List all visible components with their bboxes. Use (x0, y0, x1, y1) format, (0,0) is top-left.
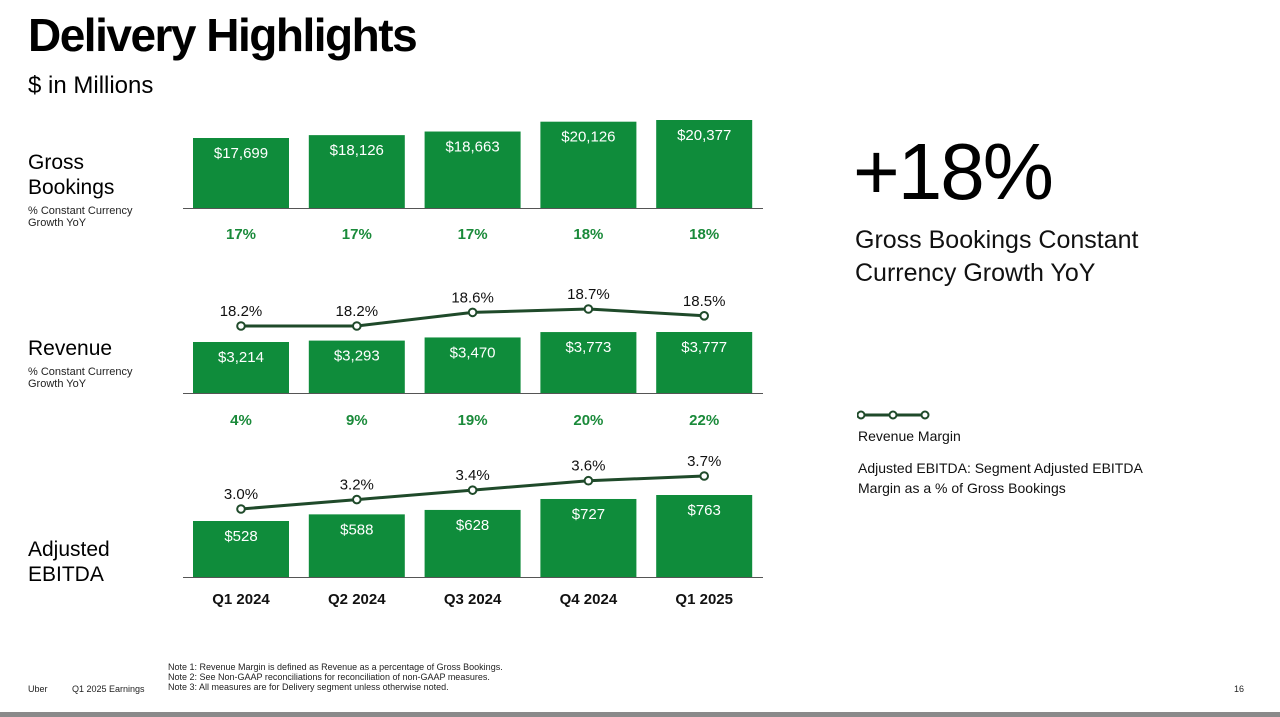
bar-value-label: $18,663 (445, 139, 499, 156)
growth-label: 17% (458, 226, 488, 243)
bar-value-label: $3,470 (450, 344, 496, 361)
margin-value-label: 18.7% (567, 286, 610, 303)
margin-point (699, 471, 710, 481)
revenue-margin-legend-icon (857, 410, 930, 420)
legend-marker (857, 410, 866, 420)
footer-notes: Note 1: Revenue Margin is defined as Rev… (168, 662, 503, 692)
footer-note: Note 2: See Non-GAAP reconciliations for… (168, 672, 490, 682)
bar-value-label: $3,293 (334, 348, 380, 365)
page-subtitle: $ in Millions (28, 72, 154, 99)
footer-brand: Uber (28, 684, 48, 694)
bar (308, 340, 405, 393)
bar-value-label: $20,126 (561, 129, 615, 146)
growth-label: 4% (230, 412, 252, 429)
bar (656, 120, 753, 208)
growth-label: 18% (573, 226, 603, 243)
margin-point (236, 504, 246, 514)
margin-value-label: 3.7% (687, 453, 721, 470)
bar (193, 138, 289, 208)
page-number: 16 (1234, 684, 1245, 694)
adjusted-ebitda-label: Adjusted EBITDA (28, 538, 110, 586)
growth-label: 19% (458, 412, 488, 429)
bar-value-label: $588 (340, 521, 373, 538)
x-tick-label: Q3 2024 (444, 591, 502, 608)
x-tick-label: Q1 2024 (212, 591, 270, 608)
bar (193, 342, 289, 393)
bar (540, 498, 637, 577)
margin-value-label: 18.5% (683, 293, 726, 310)
legend-note: Adjusted EBITDA: Segment Adjusted EBITDA… (858, 460, 1143, 496)
margin-point (583, 475, 594, 486)
x-tick-label: Q4 2024 (560, 591, 618, 608)
legend-label: Revenue Margin (858, 428, 961, 444)
revenue-sublabel: % Constant Currency Growth YoY (28, 366, 133, 390)
bar-value-label: $528 (224, 528, 257, 545)
bar (424, 509, 521, 577)
bar-value-label: $628 (456, 517, 489, 534)
margin-point (699, 311, 710, 321)
page-title: Delivery Highlights (28, 9, 418, 61)
bar-value-label: $3,777 (681, 339, 727, 356)
x-tick-label: Q2 2024 (328, 591, 386, 608)
bar-value-label: $18,126 (330, 142, 384, 159)
bar (424, 337, 521, 393)
margin-point (352, 321, 362, 331)
bar-value-label: $763 (688, 502, 721, 519)
bar (424, 131, 521, 208)
bar (308, 514, 405, 577)
margin-value-label: 18.2% (336, 303, 379, 320)
margin-value-label: 18.6% (451, 289, 494, 306)
delivery-charts: $17,699 $18,126 $18,663 $20,126 $20,377 17% 17… (183, 120, 763, 608)
footer-deck-title: Q1 2025 Earnings (72, 684, 145, 694)
growth-label: 17% (342, 226, 372, 243)
margin-value-label: 3.6% (571, 458, 605, 475)
legend-marker (888, 410, 898, 420)
margin-value-label: 3.0% (224, 486, 258, 503)
bar-value-label: $17,699 (214, 145, 268, 162)
margin-value-label: 3.2% (340, 477, 374, 494)
growth-label: 22% (689, 412, 719, 429)
gross-bookings-sublabel: % Constant Currency Growth YoY (28, 205, 133, 229)
bar (656, 332, 753, 393)
bar-value-label: $3,773 (565, 339, 611, 356)
growth-label: 20% (573, 412, 603, 429)
bar (540, 121, 637, 208)
margin-value-label: 3.4% (455, 467, 489, 484)
gross-bookings-label: Gross Bookings (28, 151, 115, 199)
margin-point (467, 307, 478, 318)
revenue-label: Revenue (28, 337, 113, 360)
bar-value-label: $3,214 (218, 349, 264, 366)
margin-point (236, 321, 246, 331)
margin-value-label: 18.2% (220, 303, 263, 320)
margin-point (467, 485, 478, 495)
margin-point (352, 494, 362, 505)
headline-growth-value: +18% (853, 127, 1054, 216)
bar-value-label: $20,377 (677, 127, 731, 144)
footer-note: Note 1: Revenue Margin is defined as Rev… (168, 662, 503, 672)
footer-note: Note 3: All measures are for Delivery se… (168, 682, 449, 692)
headline-growth-caption: Gross Bookings Constant Currency Growth … (855, 226, 1139, 287)
legend-marker (920, 410, 930, 420)
bar (540, 332, 637, 393)
bar (308, 135, 405, 208)
margin-point (583, 304, 594, 314)
bar-value-label: $727 (572, 506, 605, 523)
bar (656, 495, 753, 577)
growth-label: 17% (226, 226, 256, 243)
bottom-rule (0, 712, 1280, 717)
growth-label: 9% (346, 412, 368, 429)
growth-label: 18% (689, 226, 719, 243)
bar (193, 521, 289, 577)
x-tick-label: Q1 2025 (675, 591, 733, 608)
